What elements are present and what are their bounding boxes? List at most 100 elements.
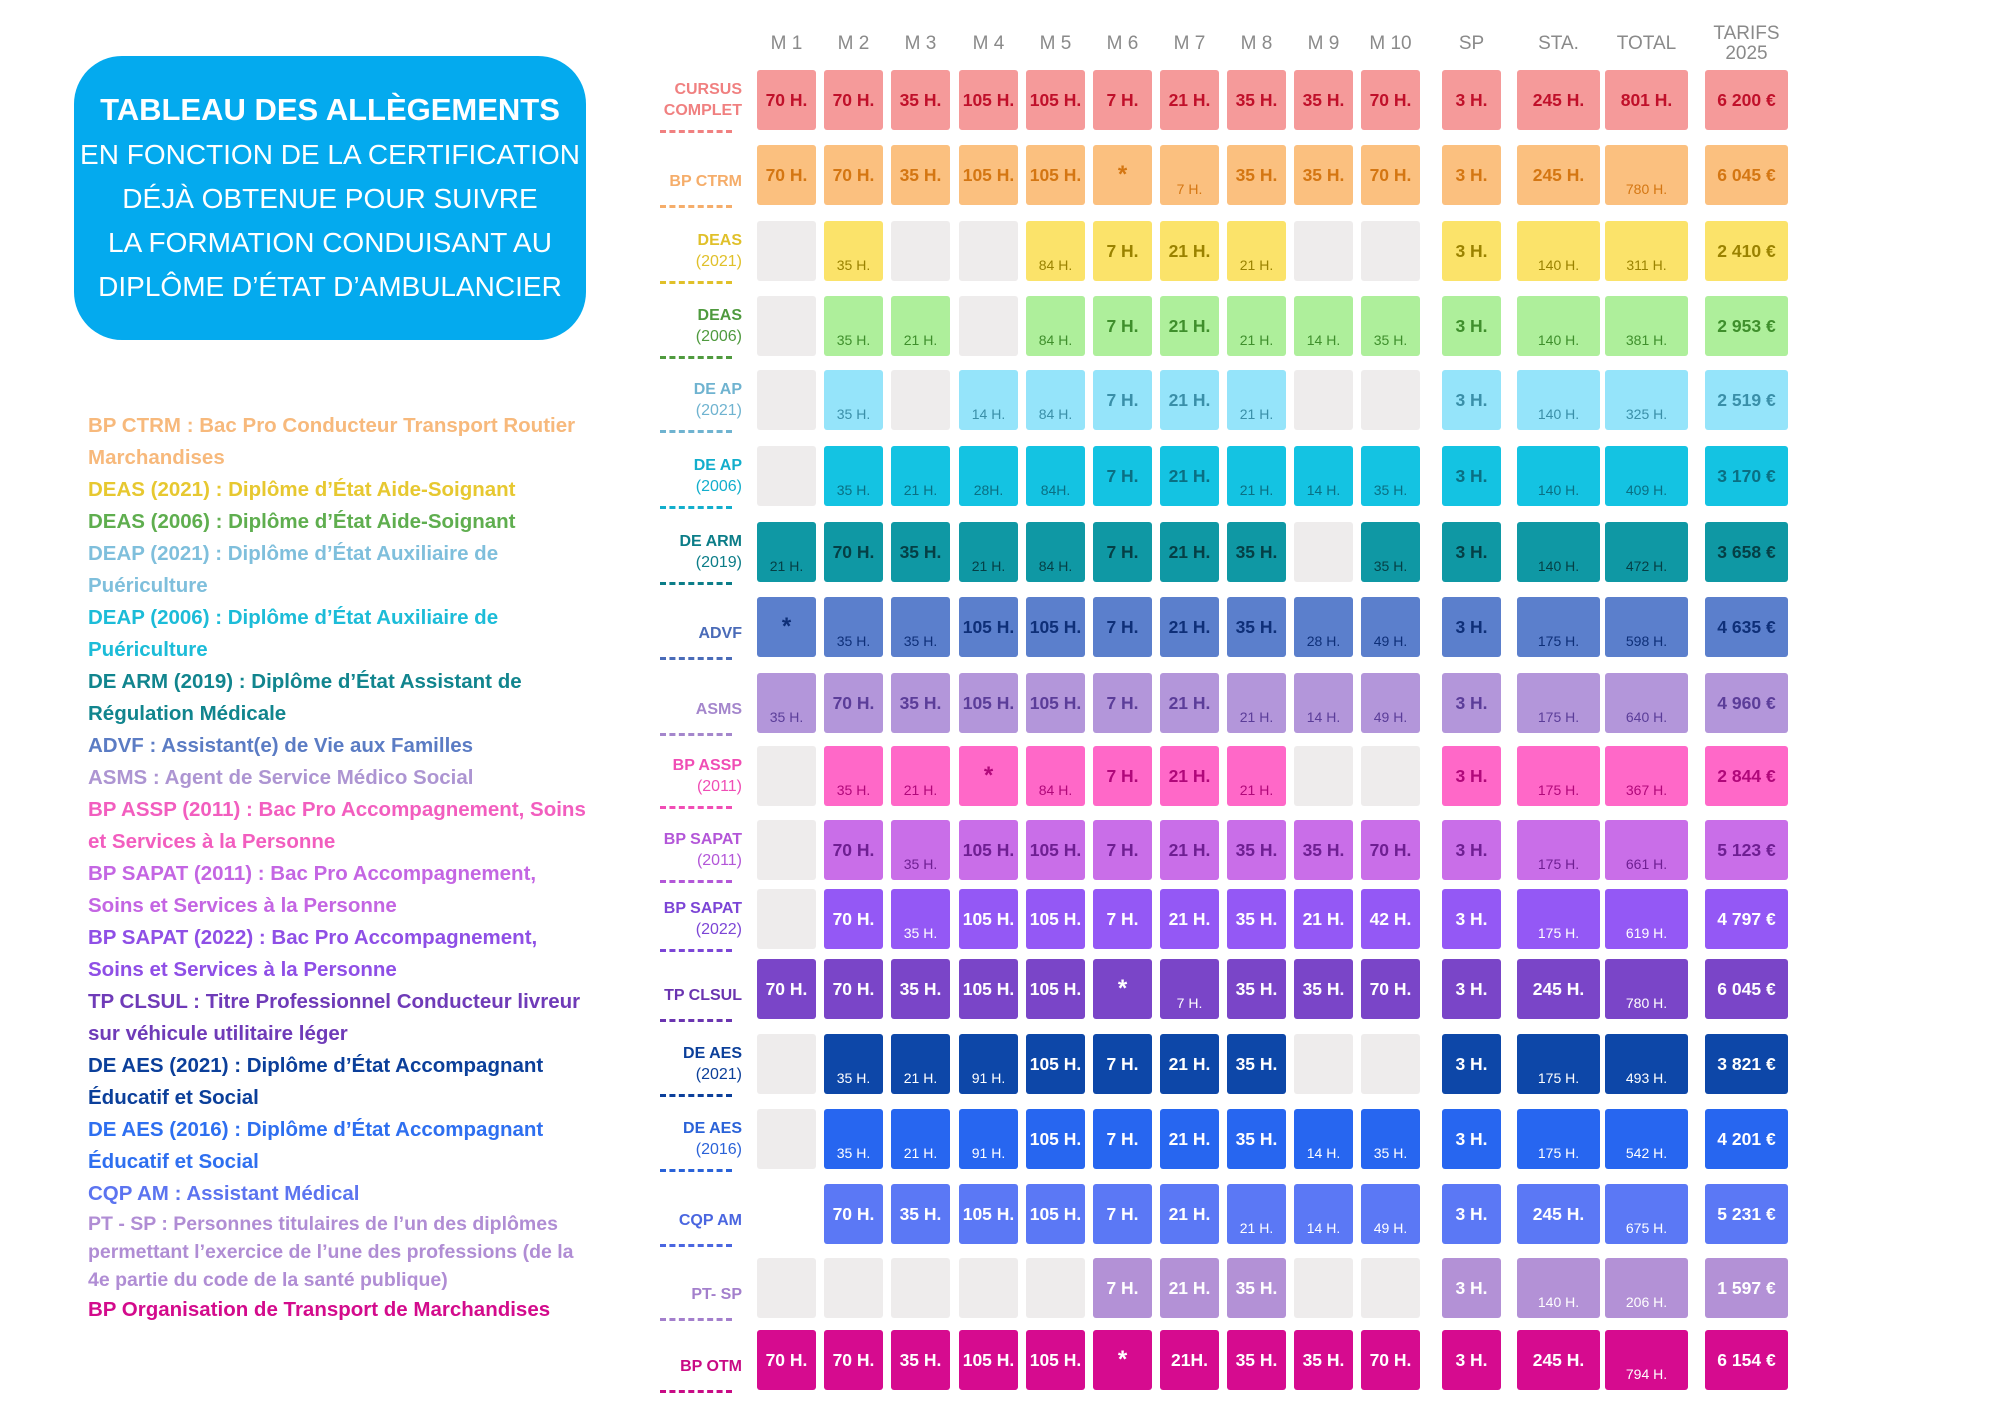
table-cell: 21 H.	[1160, 1184, 1219, 1244]
table-cell: 105 H.	[1026, 597, 1085, 657]
table-cell: 6 154 €	[1705, 1330, 1788, 1390]
row-label: ASMS	[640, 699, 742, 720]
row-label-name: DEAS	[697, 232, 742, 249]
table-cell: 105 H.	[1026, 1330, 1085, 1390]
row-label-sub: (2006)	[695, 328, 742, 345]
empty-cell	[757, 296, 816, 356]
title-line-4: LA FORMATION CONDUISANT AU	[108, 227, 552, 258]
table-cell: 70 H.	[1361, 145, 1420, 205]
table-cell: 311 H.	[1605, 221, 1688, 281]
row-label-sub: (2021)	[695, 402, 742, 419]
table-cell: 49 H.	[1361, 597, 1420, 657]
table-cell: 675 H.	[1605, 1184, 1688, 1244]
table-cell: 35 H.	[1227, 597, 1286, 657]
legend-item: TP CLSUL : Titre Professionnel Conducteu…	[88, 990, 581, 1045]
table-cell: 7 H.	[1093, 522, 1152, 582]
table-cell: 28H.	[959, 446, 1018, 506]
empty-cell	[1294, 1258, 1353, 1318]
table-cell: 35 H.	[1294, 959, 1353, 1019]
table-cell: 49 H.	[1361, 1184, 1420, 1244]
table-cell: 7 H.	[1160, 959, 1219, 1019]
legend-item: BP ASSP (2011) : Bac Pro Accompagnement,…	[88, 798, 586, 853]
empty-cell	[757, 1034, 816, 1094]
table-cell: 7 H.	[1093, 221, 1152, 281]
row-divider	[660, 806, 732, 809]
table-cell: 105 H.	[1026, 889, 1085, 949]
table-cell: 7 H.	[1093, 446, 1152, 506]
legend-item: DE AES (2016) : Diplôme d’État Accompagn…	[88, 1118, 544, 1173]
table-cell: 70 H.	[757, 145, 816, 205]
table-cell: 3 H.	[1442, 70, 1501, 130]
row-label-name: PT- SP	[691, 1285, 742, 1303]
table-cell: 7 H.	[1093, 1258, 1152, 1318]
table-cell: 3 H.	[1442, 522, 1501, 582]
legend-item: DEAS (2021) : Diplôme d’État Aide-Soigna…	[88, 478, 516, 501]
table-cell: 35 H.	[891, 145, 950, 205]
row-label-name: DE ARM	[679, 533, 742, 550]
row-label: TP CLSUL	[640, 985, 742, 1006]
row-label: PT- SP	[640, 1284, 742, 1305]
table-cell: 409 H.	[1605, 446, 1688, 506]
row-divider	[660, 430, 732, 433]
legend-item: DEAS (2006) : Diplôme d’État Aide-Soigna…	[88, 510, 516, 533]
table-cell: 21 H.	[1160, 746, 1219, 806]
row-label-name: ADVF	[698, 624, 742, 642]
table-cell: 35 H.	[824, 746, 883, 806]
row-label-name: DE AES	[683, 1045, 742, 1062]
empty-cell	[757, 889, 816, 949]
table-cell: 70 H.	[757, 70, 816, 130]
legend-item: DEAP (2006) : Diplôme d’État Auxiliaire …	[88, 606, 499, 661]
table-cell: 21 H.	[1160, 889, 1219, 949]
legend-item: CQP AM : Assistant Médical	[88, 1182, 360, 1205]
table-cell: 7 H.	[1093, 889, 1152, 949]
table-cell: 35 H.	[1361, 522, 1420, 582]
table-cell: 245 H.	[1517, 145, 1600, 205]
row-label-name: TP CLSUL	[664, 986, 742, 1004]
table-cell: 70 H.	[1361, 820, 1420, 880]
empty-cell	[757, 446, 816, 506]
row-label: DE AP (2021)	[640, 379, 742, 421]
table-cell: 175 H.	[1517, 820, 1600, 880]
table-cell: 5 123 €	[1705, 820, 1788, 880]
column-header: SP	[1458, 33, 1485, 54]
table-cell: *	[1093, 1330, 1152, 1390]
table-cell: 175 H.	[1517, 746, 1600, 806]
empty-cell	[891, 221, 950, 281]
empty-cell	[757, 820, 816, 880]
table-cell: 140 H.	[1517, 370, 1600, 430]
table-cell: 7 H.	[1093, 673, 1152, 733]
row-divider	[660, 506, 732, 509]
table-cell: *	[959, 746, 1018, 806]
row-label: CURSUS COMPLET	[640, 79, 742, 121]
table-cell: 105 H.	[959, 597, 1018, 657]
table-cell: 21 H.	[1227, 673, 1286, 733]
row-divider	[660, 1019, 732, 1022]
empty-cell	[1294, 522, 1353, 582]
table-cell: 35 H.	[824, 446, 883, 506]
table-cell: 70 H.	[824, 1184, 883, 1244]
row-divider	[660, 1390, 732, 1393]
table-cell: 21 H.	[1227, 296, 1286, 356]
empty-cell	[1294, 1034, 1353, 1094]
table-cell: 140 H.	[1517, 296, 1600, 356]
table-cell: 105 H.	[1026, 145, 1085, 205]
table-cell: 140 H.	[1517, 1258, 1600, 1318]
table-cell: 21 H.	[1160, 221, 1219, 281]
table-cell: 105 H.	[959, 889, 1018, 949]
row-label-name: BP SAPAT	[663, 831, 742, 848]
empty-cell	[1361, 370, 1420, 430]
empty-cell	[891, 370, 950, 430]
table-cell: 35 H.	[1227, 889, 1286, 949]
table-cell: 105 H.	[1026, 959, 1085, 1019]
table-cell: 21 H.	[891, 296, 950, 356]
table-cell: 3 H.	[1442, 820, 1501, 880]
row-label-sub: (2006)	[695, 478, 742, 495]
table-cell: 2 519 €	[1705, 370, 1788, 430]
empty-cell	[757, 746, 816, 806]
table-cell: 21 H.	[1160, 522, 1219, 582]
table-cell: 175 H.	[1517, 1034, 1600, 1094]
table-cell: 35 H.	[1227, 1258, 1286, 1318]
table-cell: 7 H.	[1160, 145, 1219, 205]
row-label: DE AES (2021)	[640, 1043, 742, 1085]
table-cell: 70 H.	[757, 1330, 816, 1390]
